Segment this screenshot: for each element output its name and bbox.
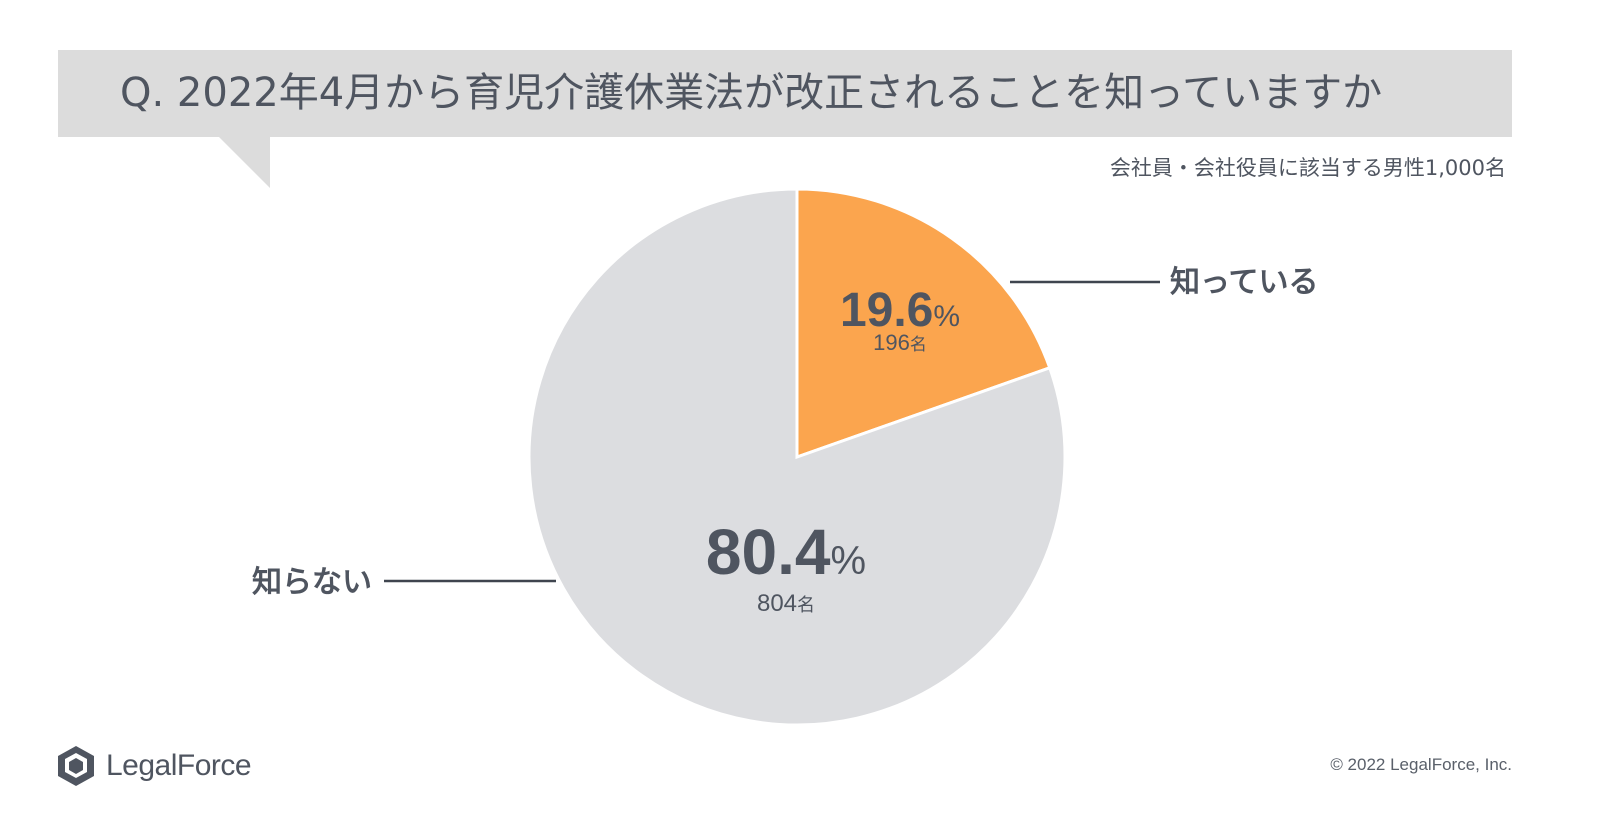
slice-known-percent-label: 19.6% [840,284,960,337]
slice-unknown [527,187,1067,727]
slice-unknown-percent-label: 80.4% [706,516,866,588]
logo-text: LegalForce [106,749,252,782]
sample-note: 会社員・会社役員に該当する男性1,000名 [1109,156,1506,180]
slice-unknown-category-label: 知らない [252,565,372,600]
question-banner-tail [218,136,270,188]
question-title: Q. 2022年4月から育児介護休業法が改正されることを知っていますか [120,70,1383,116]
logo: LegalForce [56,744,252,788]
slice-known-category-label: 知っている [1170,265,1319,300]
slice-known-count-label: 196名 [873,330,927,355]
copyright: © 2022 LegalForce, Inc. [1330,755,1512,774]
question-banner [58,50,1512,137]
legalforce-cube-icon [58,746,94,786]
slice-unknown-count-label: 804名 [757,590,815,617]
